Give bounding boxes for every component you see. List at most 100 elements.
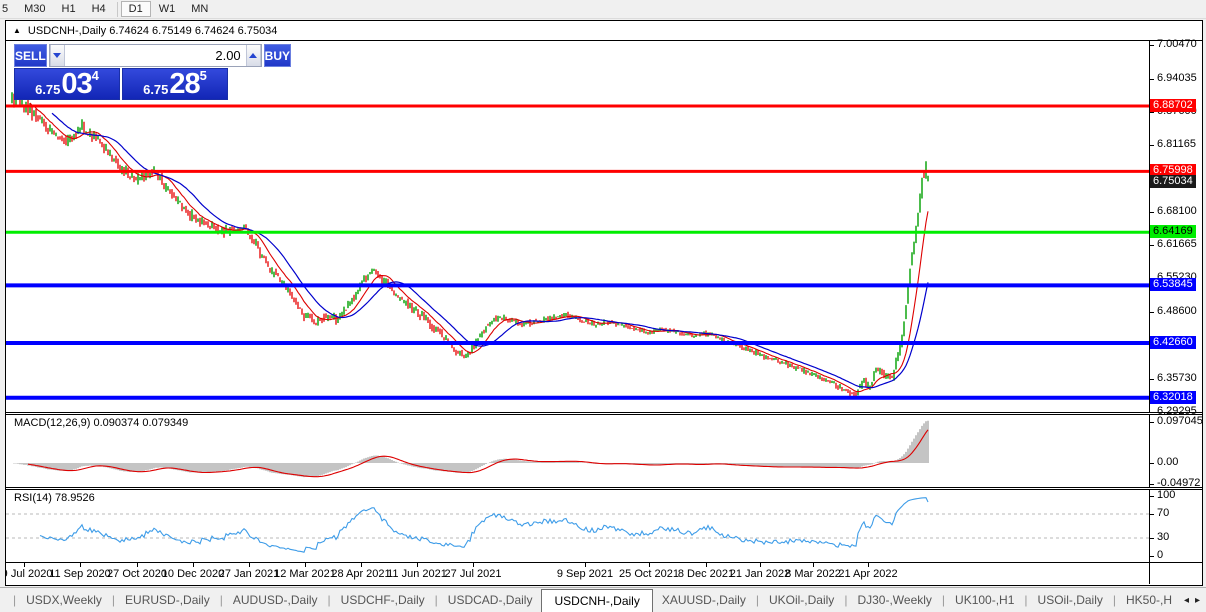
date-tick-mark [80, 563, 81, 567]
tab-ukoil-daily[interactable]: UKOil-,Daily [768, 593, 835, 607]
macd-tick-label: -0.04972 [1157, 477, 1201, 489]
date-tick-mark [706, 563, 707, 567]
buy-price-pip-digit: 5 [199, 68, 207, 83]
buy-button[interactable]: BUY [263, 44, 292, 67]
tab-xauusd-daily[interactable]: XAUUSD-,Daily [661, 593, 746, 607]
date-tick-mark [813, 563, 814, 567]
volume-input[interactable] [64, 45, 246, 66]
macd-tick-mark [1150, 463, 1154, 464]
tab-scroll-buttons: ◂ ▸ [1182, 595, 1206, 606]
scroll-tabs-left-icon[interactable]: ◂ [1183, 594, 1189, 606]
chart-tab-bar: | USDX,Weekly | EURUSD-,Daily | AUDUSD-,Daily… [0, 587, 1206, 612]
timeframe-button-h1[interactable]: H1 [61, 3, 76, 15]
tab-separator: | [1112, 593, 1116, 607]
tab-separator: | [13, 593, 17, 607]
date-tick-label: 21 Apr 2022 [838, 568, 898, 580]
level-price-label: 6.88702 [1150, 99, 1196, 112]
date-tick-label: 25 Oct 2021 [619, 568, 679, 580]
timeframe-button-d1[interactable]: D1 [120, 1, 151, 17]
timeframe-button-mn[interactable]: MN [191, 3, 209, 15]
price-tick-mark [1150, 412, 1154, 413]
price-tick-label: 6.29295 [1157, 405, 1197, 417]
date-tick-mark [305, 563, 306, 567]
macd-plot[interactable]: MACD(12,26,9) 0.090374 0.079349 [6, 415, 1150, 487]
price-tick-label: 6.68100 [1157, 205, 1197, 217]
down-bars [13, 93, 925, 397]
tab-eurusd-daily[interactable]: EURUSD-,Daily [125, 593, 210, 607]
tab-usdcad-daily[interactable]: USDCAD-,Daily [447, 593, 533, 607]
triangle-down-icon [53, 53, 62, 58]
date-tick-label: 11 Sep 2020 [49, 568, 111, 580]
price-tick-mark [1150, 45, 1154, 46]
price-tick-mark [1150, 145, 1154, 146]
price-tick-mark [1150, 245, 1154, 246]
volume-decrease-button[interactable] [49, 45, 65, 66]
chart-window: ▲ USDCNH-,Daily 6.74624 6.75149 6.74624 … [5, 20, 1203, 586]
ma-slow-line [51, 112, 929, 389]
volume-increase-button[interactable] [245, 45, 261, 66]
sell-price-display[interactable]: 6.75 03 4 [14, 68, 120, 100]
tab-separator: | [327, 593, 331, 607]
rsi-label: RSI(14) 78.9526 [14, 492, 95, 504]
rsi-tick-label: 70 [1157, 507, 1170, 519]
sell-price-prefix: 6.75 [35, 82, 61, 97]
price-tick-mark [1150, 312, 1154, 313]
level-price-label: 6.75998 [1150, 164, 1196, 177]
macd-tick-label: 0.00 [1157, 456, 1179, 468]
tab-usdcnh-daily[interactable]: USDCNH-,Daily [541, 588, 653, 612]
timeframe-button-w1[interactable]: W1 [158, 3, 176, 15]
tab-audusd-daily[interactable]: AUDUSD-,Daily [232, 593, 318, 607]
timeframe-button-5[interactable]: 5 [2, 3, 9, 15]
date-tick-mark [473, 563, 474, 567]
sell-price-pip-digit: 4 [91, 68, 99, 83]
date-tick-mark [760, 563, 761, 567]
rsi-tick-mark [1150, 496, 1154, 497]
tab-usoil-daily[interactable]: USOil-,Daily [1037, 593, 1103, 607]
date-tick-mark [249, 563, 250, 567]
timeframe-button-m30[interactable]: M30 [24, 3, 46, 15]
tab-separator: | [844, 593, 848, 607]
sell-button[interactable]: SELL [14, 44, 47, 67]
macd-signal-line [27, 429, 929, 478]
date-tick-label: 29 Jul 2020 [6, 568, 53, 580]
date-tick-label: 11 Jun 2021 [387, 568, 447, 580]
date-tick-mark [361, 563, 362, 567]
date-tick-label: 21 Jan 2022 [729, 568, 791, 580]
tab-separator: | [434, 593, 438, 607]
tab-usdchf-daily[interactable]: USDCHF-,Daily [340, 593, 425, 607]
collapse-arrow-icon[interactable]: ▲ [13, 25, 21, 35]
volume-stepper [48, 44, 262, 67]
rsi-line [39, 497, 929, 553]
macd-tick-mark [1150, 422, 1154, 423]
price-tick-label: 6.61665 [1157, 238, 1197, 250]
price-tick-label: 7.00470 [1157, 38, 1197, 50]
sell-price-big-digits: 03 [61, 68, 92, 100]
tab-separator: | [219, 593, 223, 607]
price-tick-mark [1150, 212, 1154, 213]
tabs-strip: | USDX,Weekly | EURUSD-,Daily | AUDUSD-,Daily… [0, 588, 1182, 612]
scroll-tabs-right-icon[interactable]: ▸ [1194, 594, 1200, 606]
macd-tick-mark [1150, 484, 1154, 485]
timeframe-button-h4[interactable]: H4 [91, 3, 106, 15]
date-tick-mark [585, 563, 586, 567]
macd-axis: 0.097045 0.00 -0.04972 [1150, 415, 1203, 489]
rsi-plot[interactable]: RSI(14) 78.9526 [6, 490, 1150, 562]
rsi-tick-label: 100 [1157, 489, 1176, 501]
date-tick-label: 9 Sep 2021 [556, 568, 614, 580]
tab-uk100-h1[interactable]: UK100-,H1 [955, 593, 1015, 607]
price-tick-label: 6.94035 [1157, 72, 1197, 84]
tab-usdx-weekly[interactable]: USDX,Weekly [26, 593, 102, 607]
buy-price-display[interactable]: 6.75 28 5 [122, 68, 228, 100]
tab-separator: | [111, 593, 116, 607]
rsi-tick-mark [1150, 538, 1154, 539]
price-tick-mark [1150, 79, 1154, 80]
tab-dj30-weekly[interactable]: DJ30-,Weekly [857, 593, 932, 607]
current-price-label: 6.75034 [1150, 175, 1196, 188]
date-tick-label: 27 Jul 2021 [444, 568, 502, 580]
date-tick-mark [137, 563, 138, 567]
macd-histogram [13, 420, 929, 478]
tab-hk50-h[interactable]: HK50-,H [1126, 593, 1173, 607]
macd-tick-label: 0.097045 [1157, 415, 1203, 427]
